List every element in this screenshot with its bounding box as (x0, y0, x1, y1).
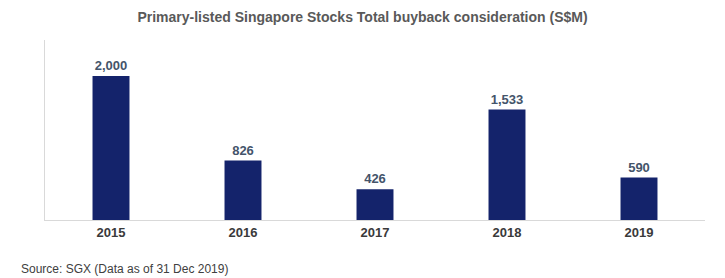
svg-text:590: 590 (628, 160, 650, 175)
svg-text:2019: 2019 (625, 225, 654, 240)
svg-text:2,000: 2,000 (95, 58, 128, 73)
svg-text:Primary-listed Singapore Stock: Primary-listed Singapore Stocks Total bu… (137, 9, 587, 25)
svg-text:Source: SGX (Data as of 31 Dec: Source: SGX (Data as of 31 Dec 2019) (21, 262, 228, 276)
svg-text:1,533: 1,533 (491, 92, 524, 107)
svg-text:826: 826 (232, 143, 254, 158)
svg-text:2017: 2017 (361, 225, 390, 240)
svg-text:2016: 2016 (229, 225, 258, 240)
svg-text:2015: 2015 (97, 225, 126, 240)
svg-text:2018: 2018 (493, 225, 522, 240)
svg-text:426: 426 (364, 171, 386, 186)
